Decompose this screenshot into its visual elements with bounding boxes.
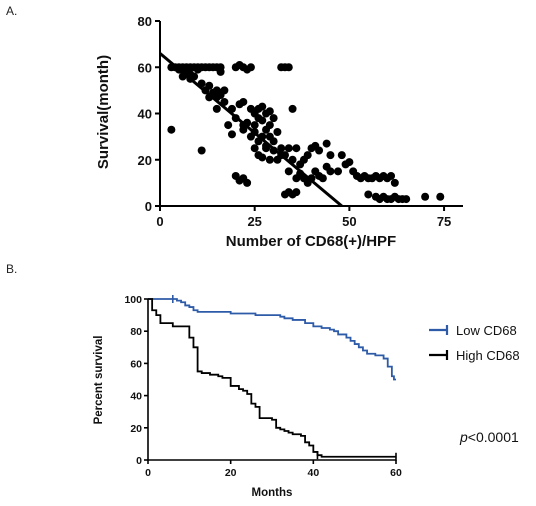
x-axis-title-a: Number of CD68(+)/HPF (226, 233, 396, 250)
data-point (284, 144, 293, 153)
data-point (243, 178, 252, 187)
data-point (436, 192, 445, 201)
data-point (265, 155, 274, 164)
x-axis-title-b: Months (252, 487, 293, 499)
data-point (227, 130, 236, 139)
data-point (205, 81, 214, 90)
y-tick-label-a: 60 (138, 60, 152, 75)
data-point (421, 192, 430, 201)
data-point (167, 125, 176, 134)
data-point (364, 190, 373, 199)
data-point (337, 151, 346, 160)
data-point (239, 97, 248, 106)
data-point (269, 137, 278, 146)
data-point (250, 121, 259, 130)
x-tick-label-b: 20 (225, 467, 237, 479)
y-axis-title-b: Percent survival (93, 336, 105, 425)
data-point (277, 144, 286, 153)
x-tick-label-a: 50 (342, 214, 356, 229)
data-point (284, 167, 293, 176)
data-point (315, 146, 324, 155)
y-tick-label-b: 0 (136, 455, 142, 467)
trendline (159, 52, 343, 208)
data-point (212, 104, 221, 113)
legend-label-high: High CD68 (456, 348, 520, 363)
data-point (326, 151, 335, 160)
data-point (220, 86, 229, 95)
legend-label-low: Low CD68 (456, 323, 517, 338)
data-point (303, 151, 312, 160)
legend-item-high: High CD68 (429, 348, 520, 363)
y-tick-label-a: 20 (138, 153, 152, 168)
data-point (292, 144, 301, 153)
data-point (273, 155, 282, 164)
y-tick-label-b: 40 (130, 391, 142, 403)
p-value-prefix: p (459, 429, 468, 445)
data-point (288, 104, 297, 113)
y-tick-label-b: 80 (130, 326, 142, 338)
data-point (334, 167, 343, 176)
survival-chart: 0 20 40 60 80 100 0 20 40 60 Months Percent surv… (93, 294, 520, 499)
survival-curve-high (148, 298, 396, 458)
data-point (273, 128, 282, 136)
y-tick-label-b: 60 (130, 358, 142, 370)
panel-label-b: B. (6, 262, 17, 276)
x-tick-label-b: 60 (390, 467, 402, 479)
data-point (390, 178, 399, 187)
survival-curve-low (148, 298, 396, 381)
p-value-annotation: p<0.0001 (459, 429, 519, 445)
panel-label-a: A. (6, 4, 17, 18)
data-point (197, 146, 206, 155)
legend-item-low: Low CD68 (429, 323, 517, 338)
data-point (292, 188, 301, 197)
y-tick-label-b: 20 (130, 423, 142, 435)
data-point (258, 116, 267, 125)
data-point (326, 167, 335, 176)
data-point (258, 102, 267, 111)
data-point (250, 144, 259, 153)
x-tick-label-a: 75 (437, 214, 451, 229)
data-point (269, 114, 278, 123)
y-tick-label-a: 80 (138, 14, 152, 29)
data-point (224, 121, 233, 130)
x-tick-label-a: 25 (247, 214, 261, 229)
data-point (284, 63, 293, 72)
data-point (402, 195, 411, 204)
y-tick-label-a: 40 (138, 107, 152, 122)
x-tick-label-a: 0 (156, 214, 163, 229)
x-tick-label-b: 40 (307, 467, 319, 479)
legend: Low CD68 High CD68 (429, 323, 520, 363)
data-point (318, 174, 327, 183)
x-tick-label-b: 0 (145, 467, 151, 479)
data-point (265, 107, 274, 116)
data-point (387, 171, 396, 180)
data-point (345, 158, 354, 167)
data-point (262, 144, 271, 153)
p-value-text: <0.0001 (468, 429, 519, 445)
data-point (258, 153, 267, 162)
data-point (216, 67, 225, 76)
y-tick-label-b: 100 (124, 294, 142, 306)
y-tick-label-a: 0 (145, 199, 152, 214)
data-point (246, 63, 255, 72)
data-point (322, 139, 331, 148)
data-point (262, 125, 271, 134)
y-axis-title-a: Survival(month) (95, 55, 112, 169)
